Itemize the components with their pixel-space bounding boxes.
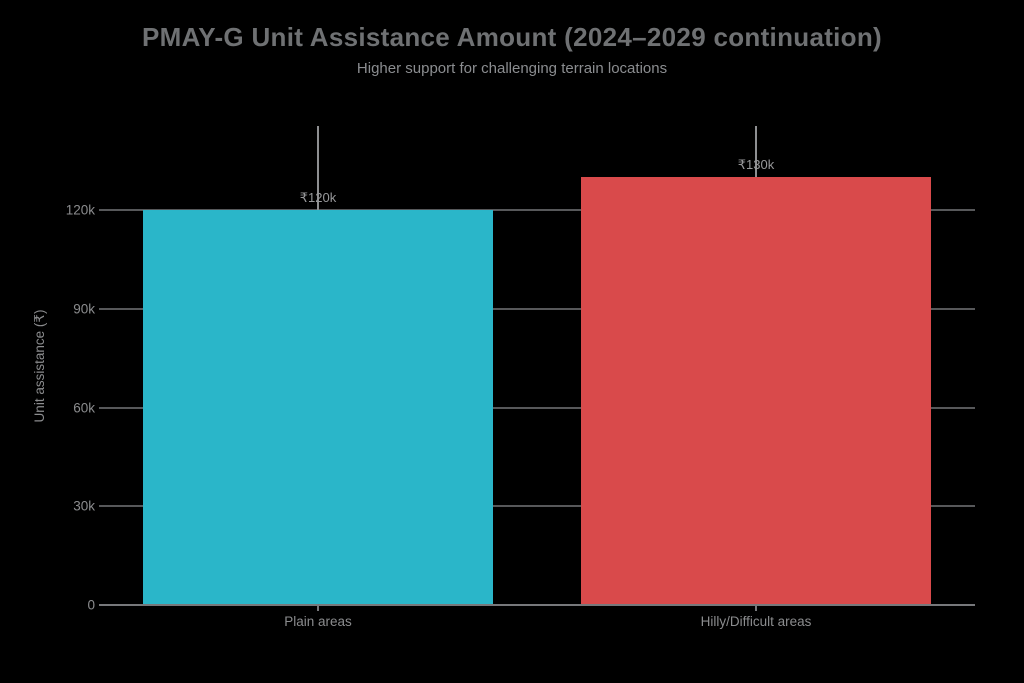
y-tick-label: 120k	[65, 202, 95, 218]
bar-hilly-difficult-areas	[580, 177, 932, 605]
gridline-30k	[99, 505, 975, 508]
y-tick-label: 30k	[73, 498, 95, 514]
gridline-120k	[99, 209, 975, 211]
y-tick-label: 90k	[73, 301, 95, 317]
x-tick-label: Hilly/Difficult areas	[700, 614, 812, 629]
gridline-90k	[99, 307, 975, 310]
chart-subtitle: Higher support for challenging terrain l…	[356, 60, 668, 77]
y-tick-label: 60k	[73, 400, 95, 415]
x-axis-line	[99, 604, 975, 606]
bar-plain-areas	[142, 210, 494, 605]
x-tick-label: Plain areas	[284, 614, 352, 629]
chart-title: PMAY-G Unit Assistance Amount (2024–2029…	[141, 22, 883, 52]
x-tick-mark	[317, 606, 319, 611]
gridline-60k	[99, 406, 975, 409]
value-leader-line	[317, 126, 319, 210]
x-tick-mark	[755, 606, 757, 611]
value-leader-line	[755, 126, 757, 178]
bar-value-label: ₹130k	[737, 157, 775, 173]
y-tick-label: 0	[87, 597, 95, 613]
bar-value-label: ₹120k	[299, 190, 337, 205]
